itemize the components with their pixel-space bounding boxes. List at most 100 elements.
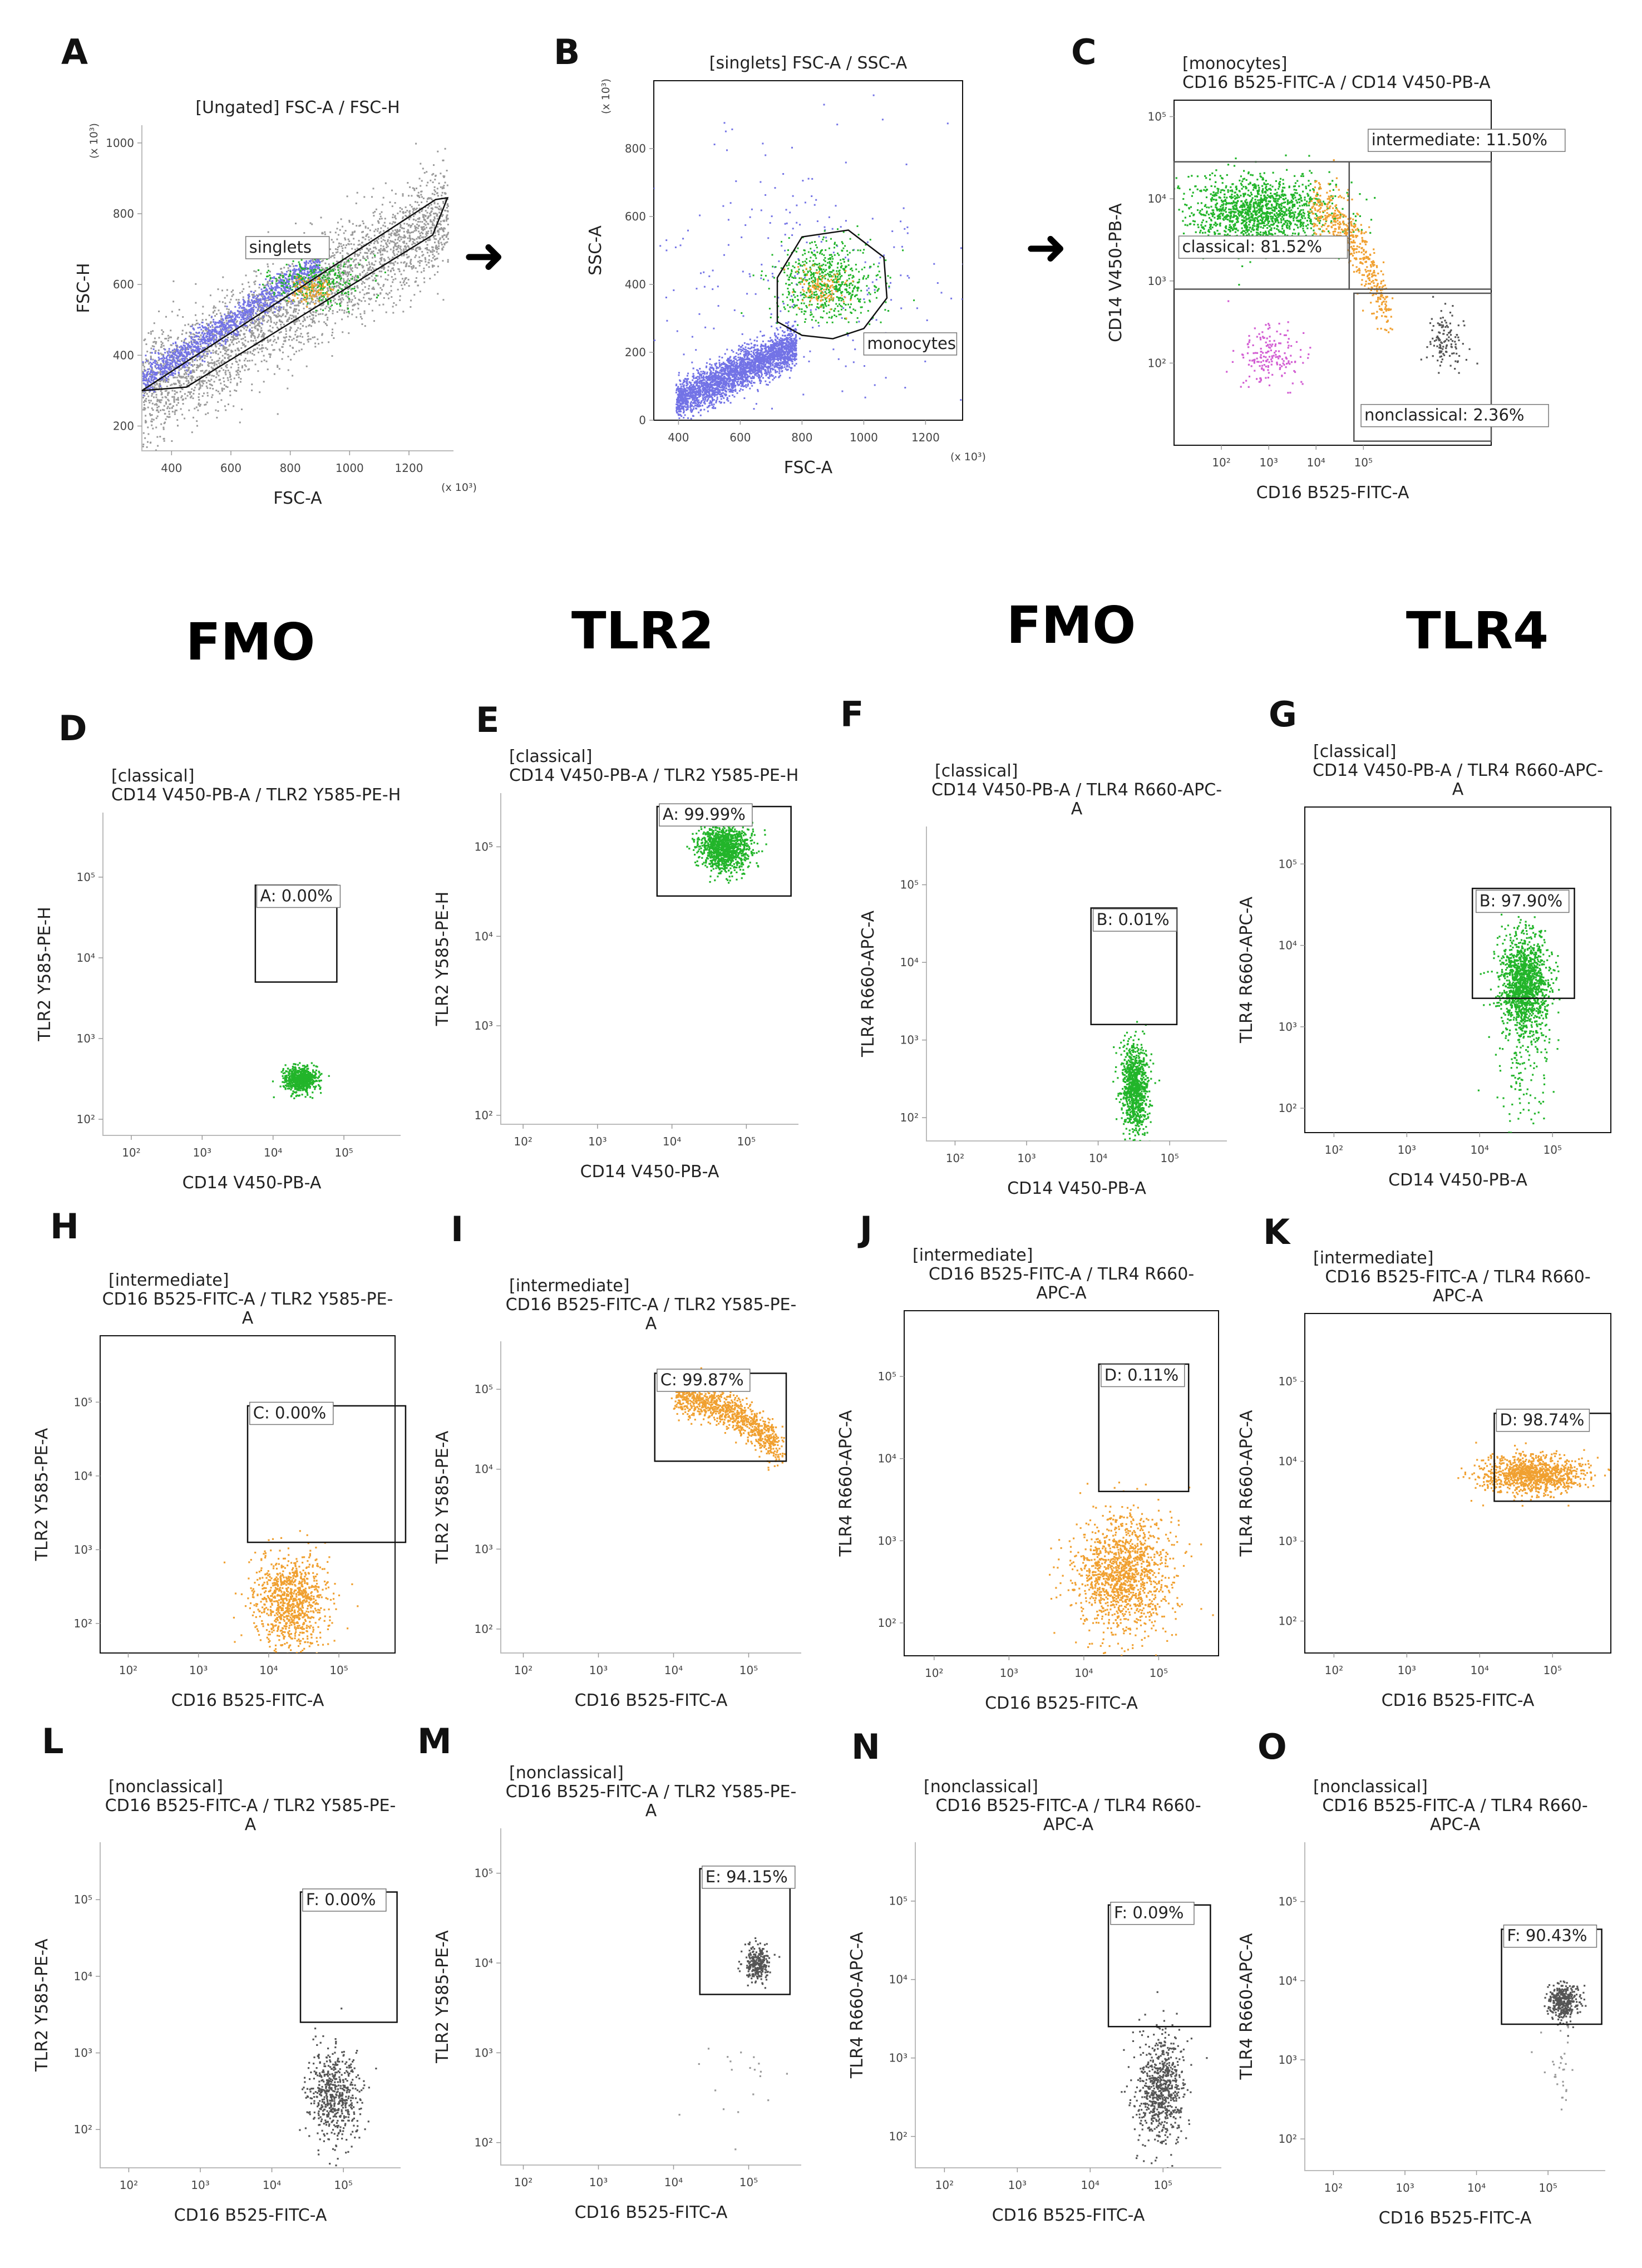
- gate-label-box: [245, 236, 330, 259]
- y-tick-label: 800: [625, 142, 646, 155]
- plot-axes: [926, 826, 1227, 1142]
- y-tick-label: 10⁵: [1279, 1895, 1297, 1908]
- x-tick-label: 10³: [588, 1135, 606, 1148]
- y-axis-multiplier: (x 10³): [600, 78, 612, 114]
- x-tick-label: 10²: [122, 1146, 140, 1159]
- gate-label: F: 0.00%: [306, 1890, 376, 1909]
- panel-letter-g: G: [1269, 694, 1297, 735]
- x-tick-label: 10²: [119, 1664, 137, 1677]
- cluster-orange: [288, 275, 334, 308]
- gate-label: E: 94.15%: [706, 1867, 788, 1886]
- x-tick-label: 10⁵: [1544, 1664, 1562, 1677]
- gate: E: 94.15%: [699, 1866, 796, 1995]
- x-tick-label: 10²: [514, 1664, 532, 1677]
- plot-frame: [904, 1310, 1219, 1656]
- panel-header: [nonclassical]: [924, 1777, 1038, 1797]
- cluster-green: [1112, 1021, 1161, 1141]
- x-tick-label: 10³: [589, 1664, 608, 1677]
- x-tick-label: 10⁵: [329, 1664, 348, 1677]
- panel-header: CD16 B525-FITC-A / TLR2 Y585-PE-: [506, 1295, 797, 1315]
- gate-label-box: [256, 884, 341, 908]
- y-tick-label: 10⁴: [475, 929, 493, 943]
- gate: C: 0.00%: [246, 1401, 407, 1543]
- events: [1457, 1442, 1610, 1507]
- arrow-a-to-b: ➜: [463, 227, 505, 285]
- y-axis-label: TLR2 Y585-PE-A: [433, 1430, 452, 1564]
- gate: B: 97.90%: [1471, 888, 1575, 999]
- x-tick-label: 10³: [589, 2176, 608, 2189]
- y-tick-label: 0: [639, 414, 646, 427]
- plot-axes: [915, 1842, 1221, 2168]
- gate-label: A: 0.00%: [260, 887, 332, 906]
- y-tick-label: 10⁵: [74, 1893, 92, 1906]
- x-tick-label: 10³: [1017, 1152, 1036, 1165]
- gate: A: 99.99%: [656, 803, 792, 897]
- panel-f: F [classical]CD14 V450-PB-A / TLR4 R660-A…: [840, 694, 1227, 1198]
- x-tick-label: 10²: [925, 1666, 943, 1680]
- y-axis-label: TLR4 R660-APC-A: [859, 911, 878, 1058]
- y-axis-label: TLR4 R660-APC-A: [847, 1932, 867, 2079]
- x-tick-label: 10⁵: [334, 1146, 353, 1159]
- x-tick-label: 1000: [850, 431, 878, 444]
- panel-header: [classical]: [111, 766, 194, 786]
- x-axis-label: FSC-A: [273, 489, 322, 508]
- cluster-dark: [737, 1937, 781, 1989]
- cluster-dark: [299, 2008, 377, 2167]
- panel-k: K [intermediate]CD16 B525-FITC-A / TLR4 R…: [1237, 1212, 1612, 1710]
- x-tick-label: 10³: [1398, 1664, 1416, 1677]
- x-tick-label: 10⁵: [739, 1664, 758, 1677]
- x-tick-label: 10⁴: [263, 2178, 281, 2192]
- y-tick-label: 10⁴: [74, 1469, 92, 1483]
- cluster-orange: [1049, 1482, 1214, 1656]
- panel-letter-d: D: [58, 708, 87, 749]
- gate-rect: [1090, 907, 1178, 1025]
- panel-header: CD16 B525-FITC-A / TLR4 R660-: [1325, 1267, 1590, 1287]
- panel-letter-m: M: [417, 1721, 452, 1762]
- cluster-magenta: [1226, 300, 1311, 394]
- gate-rect: [1173, 161, 1350, 290]
- cluster-orange: [783, 264, 854, 319]
- y-tick-label: 10⁵: [475, 1867, 493, 1880]
- y-tick-label: 10³: [475, 1542, 493, 1556]
- y-tick-label: 800: [113, 207, 134, 220]
- x-tick-label: 10⁴: [1306, 456, 1325, 469]
- panel-letter-c: C: [1071, 32, 1097, 72]
- x-tick-label: 10²: [1212, 456, 1230, 469]
- y-tick-label: 10²: [475, 2136, 493, 2149]
- y-tick-label: 10²: [475, 1622, 493, 1636]
- panel-header: CD16 B525-FITC-A / TLR2 Y585-PE-: [105, 1796, 396, 1816]
- y-tick-label: 10⁴: [1148, 192, 1166, 205]
- panel-m: M [nonclassical]CD16 B525-FITC-A / TLR2 Y…: [417, 1721, 801, 2222]
- y-tick-label: 10⁵: [878, 1370, 896, 1383]
- gate-label: B: 97.90%: [1480, 891, 1562, 910]
- gate-label-box: [1092, 908, 1177, 932]
- x-tick-label: 10⁵: [739, 2176, 758, 2189]
- y-tick-label: 10⁵: [475, 1383, 493, 1396]
- panel-header: [intermediate]: [509, 1276, 629, 1296]
- y-tick-label: 600: [625, 210, 646, 223]
- y-tick-label: 10²: [74, 1617, 92, 1630]
- panel-header: CD16 B525-FITC-A / TLR4 R660-: [935, 1796, 1201, 1816]
- gate-label: C: 99.87%: [660, 1370, 744, 1389]
- events: [670, 1367, 787, 1471]
- y-tick-label: 10⁴: [1279, 939, 1297, 952]
- x-tick-label: 10²: [1325, 1664, 1343, 1677]
- cluster-orange: [223, 1530, 359, 1653]
- y-tick-label: 10²: [1279, 1615, 1297, 1628]
- panel-header: [nonclassical]: [109, 1777, 223, 1797]
- panel-letter-i: I: [451, 1209, 463, 1249]
- column-header-tlr2: TLR2: [571, 601, 714, 661]
- cluster-gray: [142, 142, 450, 451]
- x-tick-label: 10⁵: [334, 2178, 352, 2192]
- cluster-green: [1174, 154, 1376, 286]
- x-axis-label: CD16 B525-FITC-A: [1382, 1691, 1535, 1710]
- panel-letter-j: J: [857, 1209, 872, 1249]
- x-tick-label: 800: [280, 461, 301, 475]
- gate-label: D: 0.11%: [1104, 1365, 1179, 1384]
- panel-letter-e: E: [476, 700, 499, 740]
- cluster-gray: [678, 2048, 788, 2151]
- panel-header: [monocytes]: [1182, 54, 1287, 73]
- panel-letter-l: L: [42, 1721, 64, 1762]
- y-tick-label: 10⁵: [1148, 110, 1166, 124]
- gate-label: F: 90.43%: [1507, 1926, 1587, 1945]
